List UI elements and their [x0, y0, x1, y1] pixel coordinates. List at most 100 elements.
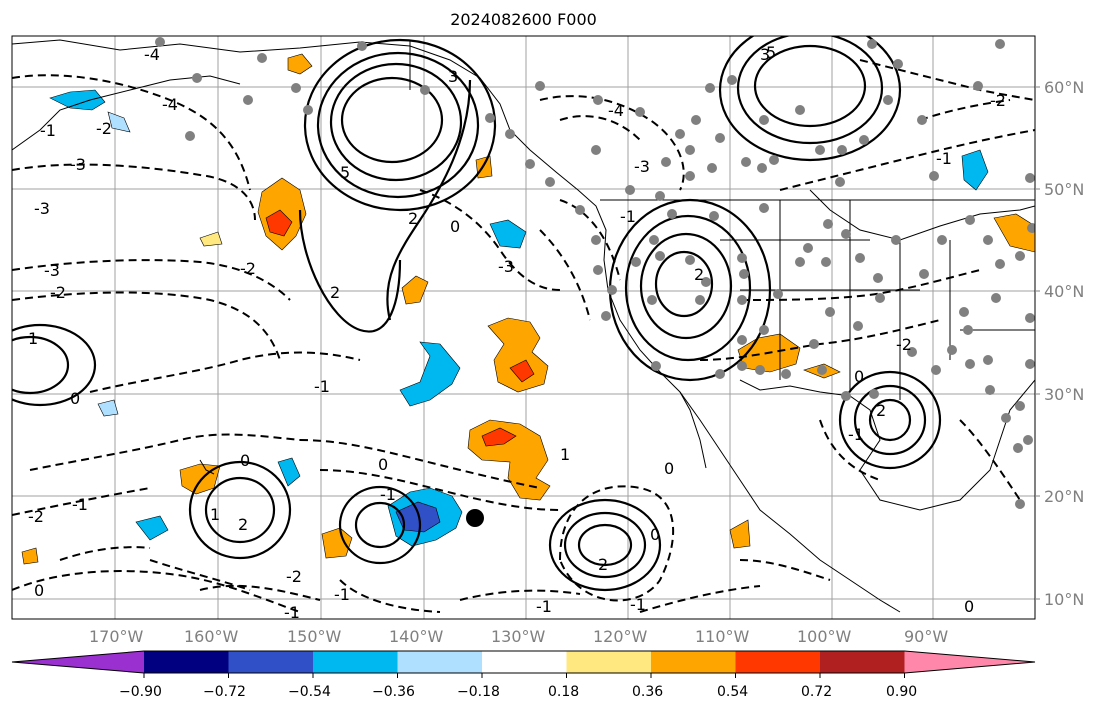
- colorbar-tick-label: −0.90: [119, 684, 162, 700]
- colorbar-tick-label: −0.18: [457, 684, 500, 700]
- contour-label: -1: [334, 585, 350, 604]
- contour-label: 2: [330, 283, 340, 302]
- contour-label: -2: [896, 335, 912, 354]
- dashed-contours: [12, 59, 1035, 613]
- contour-label: 2: [876, 401, 886, 420]
- contour-label: -2: [240, 259, 256, 278]
- colorbar-ticks: [143, 673, 905, 678]
- shade-blue-mid: [489, 219, 527, 249]
- contour-label: 5: [766, 43, 776, 62]
- contour-label: -3: [34, 199, 50, 218]
- contour-label: -4: [162, 95, 178, 114]
- contour-label: -2: [96, 119, 112, 138]
- shade-red-c1: [509, 359, 535, 383]
- contour-label: -1: [314, 377, 330, 396]
- contour-se-3: [577, 523, 633, 567]
- lon-label-110w: 110°W: [695, 627, 750, 646]
- contour-ak-link: [386, 79, 472, 321]
- contour-label: -2: [28, 507, 44, 526]
- contour-label: -4: [608, 101, 624, 120]
- contour-ak-high-3: [329, 62, 463, 182]
- contour-label: 2: [408, 209, 418, 228]
- contour-label: 5: [340, 163, 350, 182]
- colorbar-tick-label: 0.18: [548, 684, 580, 700]
- lat-label-60n: 60°N: [1044, 78, 1085, 97]
- colorbar-segment: [228, 651, 313, 673]
- colorbar-segment: [651, 651, 736, 673]
- shade-orange-sw2: [321, 527, 353, 559]
- contour-gb-2: [624, 214, 752, 362]
- lat-label-40n: 40°N: [1044, 282, 1085, 301]
- contour-west-edge-1: [12, 323, 97, 407]
- lon-label-100w: 100°W: [797, 627, 852, 646]
- colorbar-tick-label: 0.36: [632, 684, 664, 700]
- contour-label: -2: [286, 567, 302, 586]
- contour-label: 2: [598, 555, 608, 574]
- contour-label: -3: [70, 155, 86, 174]
- contour-ak-high-2: [316, 51, 480, 199]
- shade-blue-w: [135, 515, 169, 541]
- shade-blue-hi: [277, 457, 301, 487]
- lon-label-90w: 90°W: [904, 627, 949, 646]
- lon-label-170w: 170°W: [89, 627, 144, 646]
- colorbar-under-arrow: [12, 651, 144, 673]
- colorbar-segment: [735, 651, 820, 673]
- solid-contours: [12, 36, 942, 592]
- lat-ticks: [1035, 86, 1040, 600]
- contour-label: -2: [50, 283, 66, 302]
- contour-label: -3: [634, 157, 650, 176]
- lat-label-10n: 10°N: [1044, 590, 1085, 609]
- contour-label: 1: [210, 505, 220, 524]
- contour-tc-1: [338, 485, 422, 565]
- colorbar-tick-label: 0.72: [801, 684, 833, 700]
- contour-label: 0: [664, 459, 674, 478]
- colorbar: [11, 650, 1036, 678]
- contour-sw-low-2: [204, 476, 276, 544]
- contour-label: -4: [144, 45, 160, 64]
- contour-sw-low-1: [188, 460, 292, 560]
- contour-label: 2: [694, 265, 704, 284]
- colorbar-segment: [482, 651, 567, 673]
- contour-label: -1: [380, 485, 396, 504]
- contour-label: -1: [536, 597, 552, 616]
- shade-red-c2: [481, 427, 517, 447]
- lon-label-150w: 150°W: [287, 627, 342, 646]
- contour-label: 0: [378, 455, 388, 474]
- contour-label: -1: [630, 595, 646, 614]
- contour-ne-3: [753, 44, 867, 128]
- colorbar-segment: [566, 651, 651, 673]
- contour-label: 0: [450, 217, 460, 236]
- contour-label: 3: [760, 45, 770, 64]
- contour-label: 1: [560, 445, 570, 464]
- colorbar-tick-label: 0.90: [886, 684, 918, 700]
- map-title: 2024082600 F000: [450, 10, 597, 29]
- colorbar-tick-label: −0.72: [203, 684, 246, 700]
- map-border: [11, 35, 1036, 620]
- shade-lightblue-nw: [107, 111, 131, 133]
- lon-label-120w: 120°W: [593, 627, 648, 646]
- colorbar-tick-label: −0.54: [288, 684, 331, 700]
- colorbar-segment: [313, 651, 398, 673]
- contour-ne-2: [736, 36, 884, 145]
- contour-label: -1: [284, 603, 300, 622]
- lat-label-30n: 30°N: [1044, 385, 1085, 404]
- contour-tc-2: [354, 501, 406, 549]
- contour-label: 1: [28, 329, 38, 348]
- lon-label-130w: 130°W: [491, 627, 546, 646]
- shade-orange-mex: [729, 519, 751, 549]
- shade-lightblue-hi: [97, 399, 119, 417]
- contour-label: -3: [498, 257, 514, 276]
- contour-label: 0: [70, 389, 80, 408]
- contour-gb-4: [654, 250, 714, 318]
- lon-label-140w: 140°W: [389, 627, 444, 646]
- shade-blue-ne: [961, 149, 989, 191]
- contour-se-2: [563, 511, 647, 579]
- station-dots: [155, 37, 1035, 509]
- contour-label: 0: [964, 597, 974, 616]
- shade-orange-z: [21, 547, 39, 565]
- shade-red-w: [265, 209, 293, 237]
- contour-label: -1: [40, 121, 56, 140]
- contour-w-arc: [298, 209, 402, 333]
- contour-label: 3: [448, 67, 458, 86]
- colorbar-segment: [144, 651, 229, 673]
